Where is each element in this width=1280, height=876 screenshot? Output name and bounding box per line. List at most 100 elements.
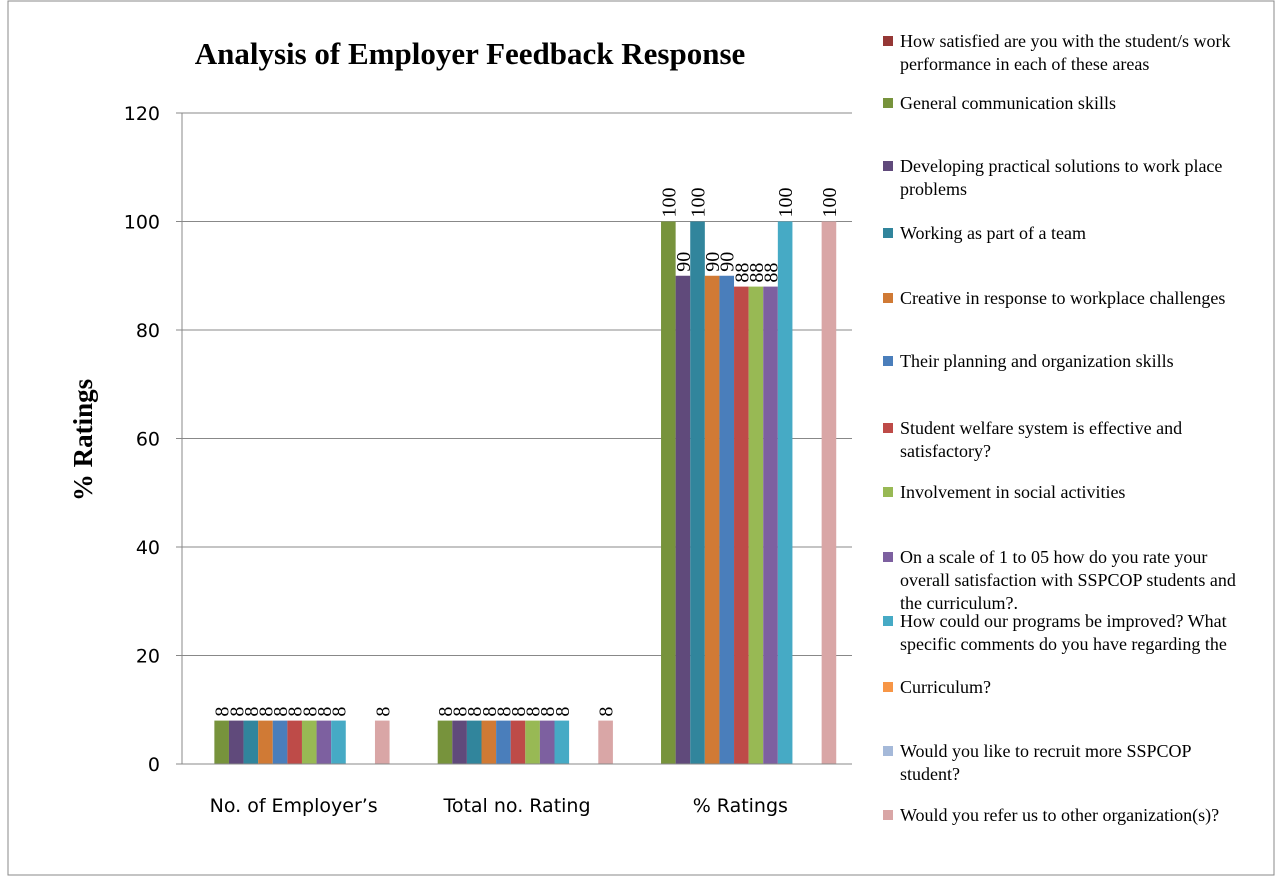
- data-label: 100: [658, 188, 680, 218]
- data-label: 8: [435, 707, 457, 717]
- legend-text: General communication skills: [900, 93, 1116, 113]
- legend-item: Developing practical solutions to work p…: [883, 155, 1253, 201]
- bar: [214, 720, 229, 764]
- legend-swatch: [883, 810, 893, 820]
- legend-text: Developing practical solutions to work p…: [900, 156, 1223, 199]
- data-label: 8: [241, 707, 263, 717]
- legend-item: Working as part of a team: [883, 222, 1253, 245]
- bar: [690, 221, 705, 764]
- legend-item: Their planning and organization skills: [883, 350, 1253, 373]
- y-tick-label: 40: [136, 537, 160, 559]
- bar: [675, 275, 691, 764]
- legend-text: On a scale of 1 to 05 how do you rate yo…: [900, 547, 1236, 613]
- data-label: 8: [328, 707, 350, 717]
- data-label: 8: [464, 707, 486, 717]
- bar: [748, 286, 764, 764]
- legend-text: How satisfied are you with the student/s…: [900, 31, 1231, 74]
- data-label: 8: [552, 707, 574, 717]
- x-tick-label: % Ratings: [693, 795, 788, 817]
- bar: [331, 720, 346, 764]
- y-tick-label: 120: [124, 103, 160, 125]
- legend-item: Would you refer us to other organization…: [883, 804, 1253, 827]
- legend-swatch: [883, 356, 893, 366]
- data-label: 100: [775, 188, 797, 218]
- legend-text: How could our programs be improved? What…: [900, 611, 1227, 654]
- bar: [481, 720, 497, 764]
- data-label: 8: [596, 707, 618, 717]
- bar: [496, 720, 511, 764]
- data-label: 8: [523, 707, 545, 717]
- bar: [243, 720, 259, 764]
- data-label: 8: [314, 707, 336, 717]
- legend-text: Curriculum?: [900, 677, 991, 697]
- bar: [734, 286, 749, 764]
- bar: [272, 720, 288, 764]
- legend-swatch: [883, 423, 893, 433]
- legend-text: Involvement in social activities: [900, 482, 1126, 502]
- x-tick-label: No. of Employer’s: [210, 795, 378, 817]
- data-label: 8: [270, 707, 292, 717]
- legend-item: How satisfied are you with the student/s…: [883, 30, 1253, 76]
- bar: [777, 221, 793, 764]
- y-tick-label: 60: [136, 429, 160, 451]
- data-label: 8: [508, 707, 530, 717]
- bar: [228, 720, 244, 764]
- data-label: 8: [493, 707, 515, 717]
- bar: [466, 720, 482, 764]
- data-label: 90: [702, 252, 724, 272]
- legend-swatch: [883, 746, 893, 756]
- legend-text: Would you refer us to other organization…: [900, 805, 1220, 825]
- bar: [510, 720, 526, 764]
- legend-text: Their planning and organization skills: [900, 351, 1174, 371]
- bar: [704, 275, 720, 764]
- chart-title: Analysis of Employer Feedback Response: [195, 36, 746, 71]
- y-tick-label: 80: [136, 320, 160, 342]
- legend-swatch: [883, 487, 893, 497]
- legend-swatch: [883, 682, 893, 692]
- data-label: 8: [212, 707, 234, 717]
- bar: [719, 275, 735, 764]
- data-label: 88: [761, 263, 783, 283]
- data-label: 8: [537, 707, 559, 717]
- chart-border: [7, 0, 1275, 876]
- data-label: 8: [372, 707, 394, 717]
- bar: [821, 221, 837, 764]
- data-label: 100: [688, 188, 710, 218]
- data-label: 8: [450, 707, 472, 717]
- legend-swatch: [883, 293, 893, 303]
- data-label: 88: [746, 263, 768, 283]
- y-axis-label: % Ratings: [68, 379, 98, 501]
- bar: [661, 221, 676, 764]
- bar: [374, 720, 390, 764]
- legend-text: Working as part of a team: [900, 223, 1086, 243]
- legend-swatch: [883, 36, 893, 46]
- bar: [316, 720, 332, 764]
- legend-swatch: [883, 228, 893, 238]
- legend-item: Creative in response to workplace challe…: [883, 287, 1253, 310]
- bar: [452, 720, 467, 764]
- legend-text: Would you like to recruit more SSPCOP st…: [900, 741, 1191, 784]
- legend-text: Creative in response to workplace challe…: [900, 288, 1226, 308]
- legend-item: Involvement in social activities: [883, 481, 1253, 504]
- data-label: 8: [226, 707, 248, 717]
- data-label: 8: [255, 707, 277, 717]
- y-tick-label: 20: [136, 646, 160, 668]
- legend-swatch: [883, 552, 893, 562]
- data-label: 8: [285, 707, 307, 717]
- legend-swatch: [883, 98, 893, 108]
- bar: [763, 286, 778, 764]
- bar: [258, 720, 273, 764]
- legend-item: On a scale of 1 to 05 how do you rate yo…: [883, 546, 1253, 615]
- bar: [437, 720, 453, 764]
- bar: [598, 720, 613, 764]
- data-label: 90: [673, 252, 695, 272]
- legend-item: Curriculum?: [883, 676, 1253, 699]
- bar: [525, 720, 540, 764]
- legend-text: Student welfare system is effective and …: [900, 418, 1183, 461]
- data-label: 90: [717, 252, 739, 272]
- x-tick-label: Total no. Rating: [442, 795, 590, 817]
- bar: [287, 720, 302, 764]
- data-label: 100: [819, 188, 841, 218]
